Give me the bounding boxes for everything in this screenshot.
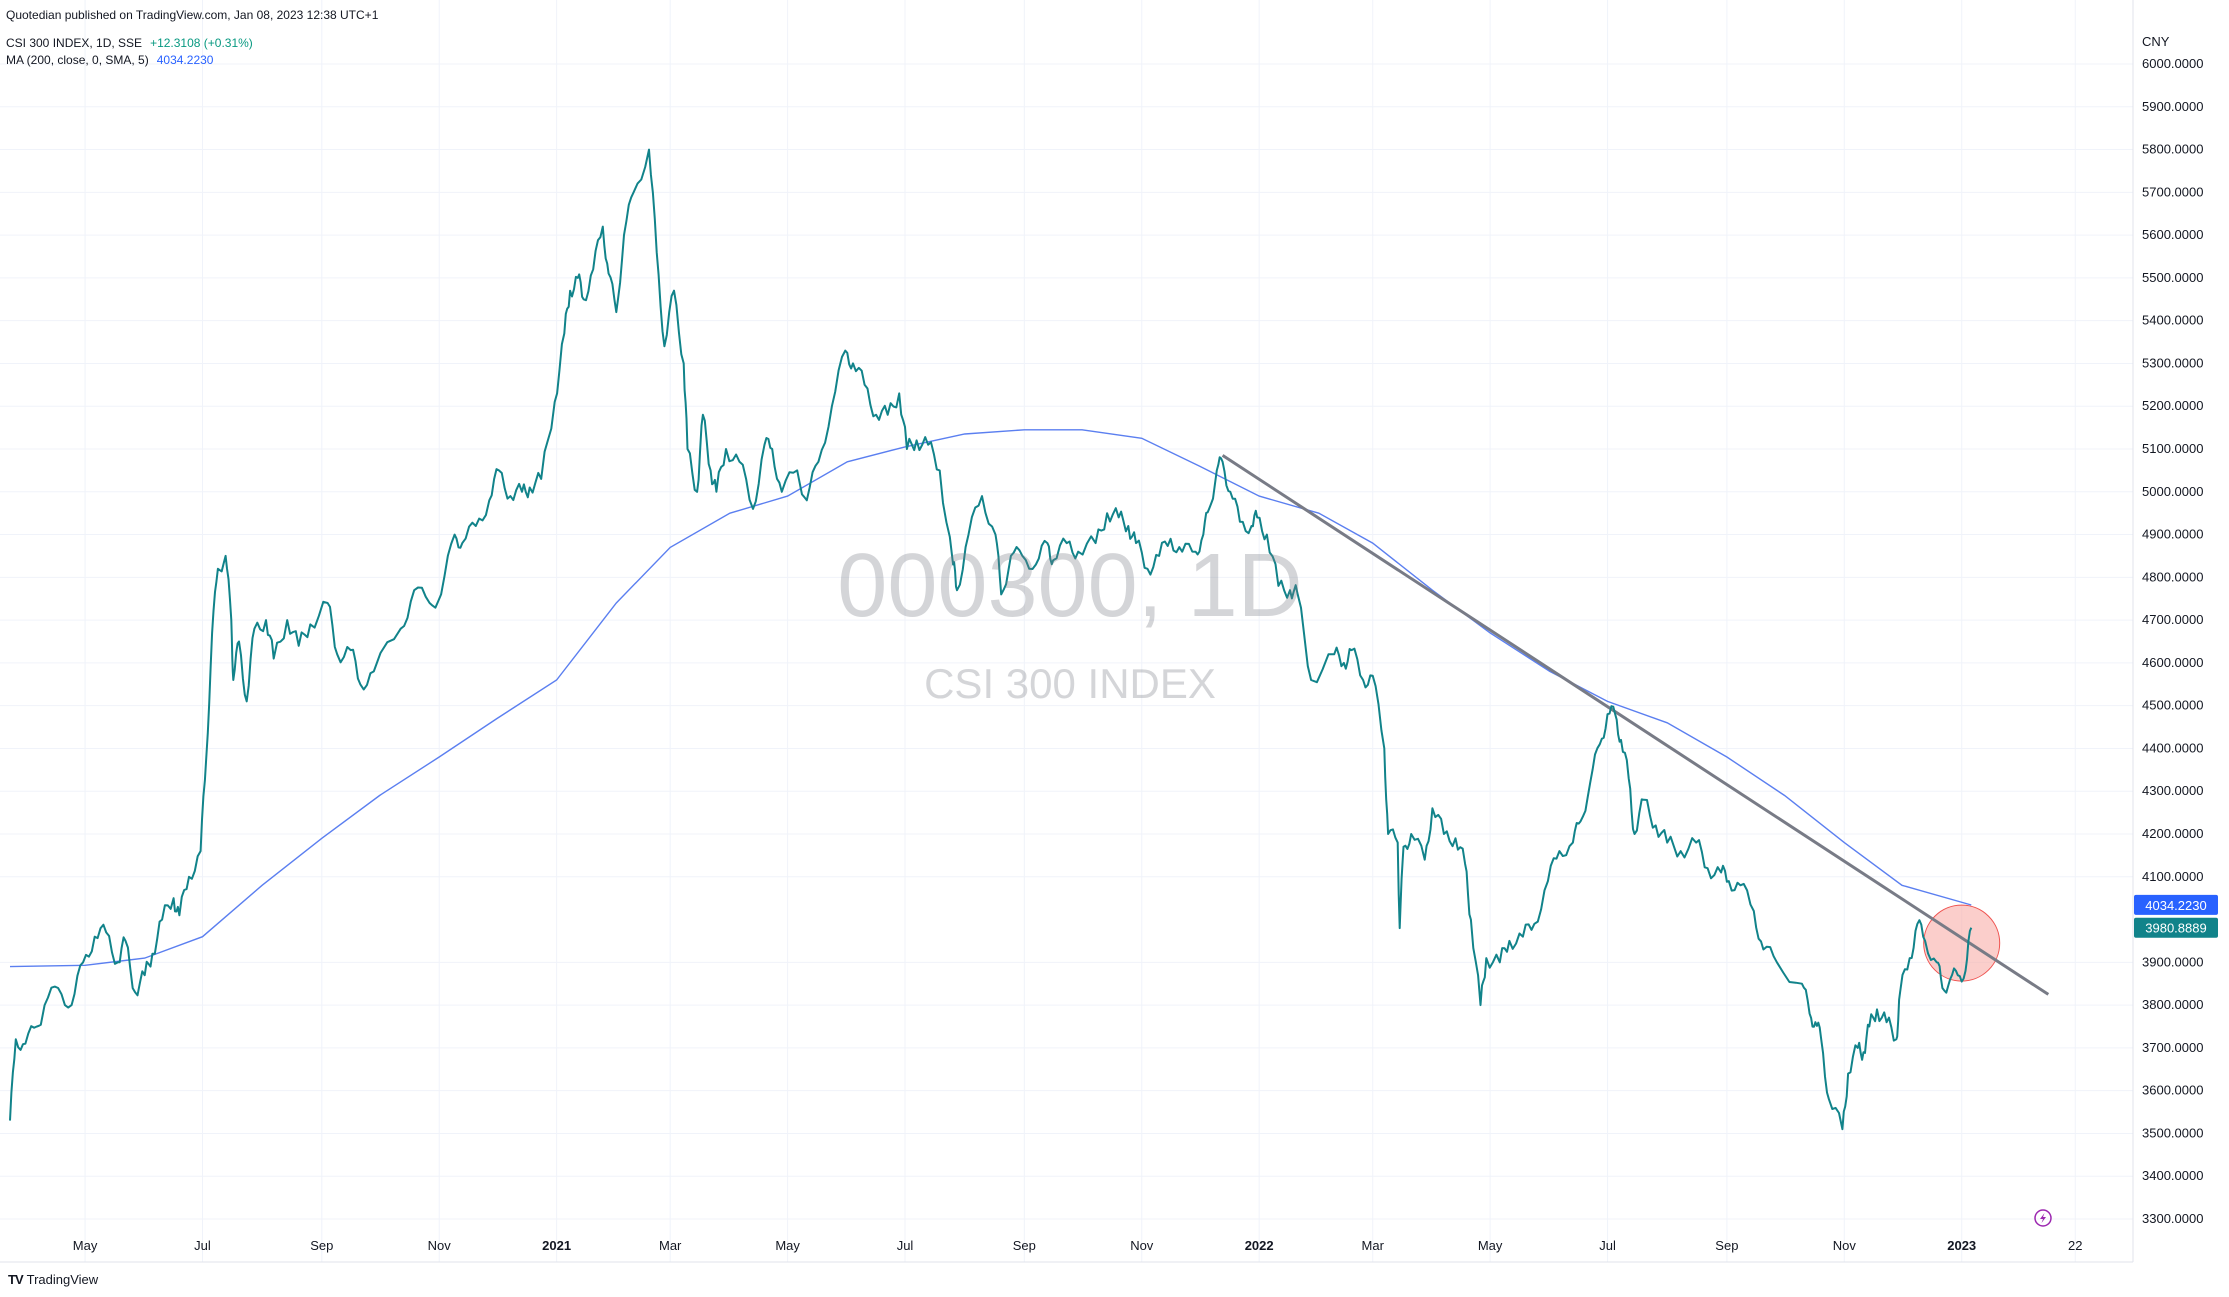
x-tick-label: 2022: [1245, 1238, 1274, 1253]
y-tick-label: 5300.0000: [2142, 355, 2203, 370]
x-tick-label: 22: [2068, 1238, 2082, 1253]
x-tick-label: Jul: [194, 1238, 211, 1253]
x-tick-label: Sep: [1715, 1238, 1738, 1253]
y-tick-label: 5800.0000: [2142, 142, 2203, 157]
y-tick-label: 5400.0000: [2142, 313, 2203, 328]
last-value-label: 3980.8889: [2145, 921, 2206, 936]
price-line: [9, 148, 1973, 1131]
x-tick-label: May: [73, 1238, 98, 1253]
time-axis[interactable]: May Jul Sep Nov 2021 Mar May Jul Sep Nov 2022 Mar Ma…: [73, 1238, 2083, 1253]
trendline: [1221, 454, 2050, 996]
y-tick-label: 4300.0000: [2142, 783, 2203, 798]
ma-value: 4034.2230: [156, 53, 214, 67]
x-tick-label: 2021: [542, 1238, 571, 1253]
footer-brand[interactable]: TV TradingView: [8, 1272, 98, 1287]
x-tick-label: May: [1478, 1238, 1503, 1253]
series-layer: [9, 148, 2050, 1131]
grid-layer: [0, 0, 2133, 1262]
flash-icon[interactable]: [2034, 1209, 2052, 1227]
x-tick-label: Mar: [1362, 1238, 1385, 1253]
y-tick-label: 5000.0000: [2142, 484, 2203, 499]
y-tick-label: 3300.0000: [2142, 1211, 2203, 1226]
x-tick-label: Sep: [1013, 1238, 1036, 1253]
y-tick-label: 5200.0000: [2142, 398, 2203, 413]
x-tick-label: 2023: [1947, 1238, 1976, 1253]
ma-legend[interactable]: MA (200, close, 0, SMA, 5) 4034.2230: [6, 53, 213, 67]
x-tick-label: Nov: [428, 1238, 452, 1253]
tradingview-logo-icon: TV: [8, 1272, 24, 1287]
y-tick-label: 3500.0000: [2142, 1125, 2203, 1140]
last-value-badge: [2134, 894, 2218, 915]
y-tick-label: 6000.0000: [2142, 56, 2203, 71]
x-tick-label: Jul: [1599, 1238, 1616, 1253]
y-tick-label: 5100.0000: [2142, 441, 2203, 456]
x-tick-label: Mar: [659, 1238, 682, 1253]
y-tick-label: 3400.0000: [2142, 1168, 2203, 1183]
y-tick-label: 4500.0000: [2142, 698, 2203, 713]
highlight-circle: [1923, 904, 2001, 982]
y-tick-label: 5700.0000: [2142, 184, 2203, 199]
tradingview-brand: TradingView: [26, 1272, 99, 1287]
price-change: +12.3108 (+0.31%): [150, 36, 253, 50]
watermark-symbol: 000300, 1D: [837, 536, 1303, 636]
x-tick-label: Jul: [897, 1238, 914, 1253]
y-tick-label: 4200.0000: [2142, 826, 2203, 841]
symbol-title: CSI 300 INDEX, 1D, SSE: [6, 36, 143, 50]
x-tick-label: Sep: [310, 1238, 333, 1253]
ma-line: [9, 429, 1972, 968]
x-tick-label: Nov: [1833, 1238, 1857, 1253]
x-tick-label: Nov: [1130, 1238, 1154, 1253]
y-tick-label: 4900.0000: [2142, 527, 2203, 542]
y-tick-label: 4400.0000: [2142, 740, 2203, 755]
currency-label: CNY: [2142, 34, 2170, 49]
x-tick-label: May: [775, 1238, 800, 1253]
publish-info: Quotedian published on TradingView.com, …: [6, 8, 379, 22]
y-tick-label: 3800.0000: [2142, 997, 2203, 1012]
y-tick-label: 3600.0000: [2142, 1083, 2203, 1098]
y-tick-label: 5900.0000: [2142, 99, 2203, 114]
last-value-badge: [2134, 917, 2218, 938]
y-tick-label: 5600.0000: [2142, 227, 2203, 242]
price-axis[interactable]: 6000.0000 5900.0000 5800.0000 5700.0000 5600…: [2134, 56, 2218, 1226]
symbol-legend[interactable]: CSI 300 INDEX, 1D, SSE +12.3108 (+0.31%): [6, 36, 253, 50]
y-tick-label: 4700.0000: [2142, 612, 2203, 627]
y-tick-label: 4800.0000: [2142, 569, 2203, 584]
y-tick-label: 5500.0000: [2142, 270, 2203, 285]
y-tick-label: 3700.0000: [2142, 1040, 2203, 1055]
y-tick-label: 4100.0000: [2142, 869, 2203, 884]
watermark-name: CSI 300 INDEX: [924, 660, 1216, 707]
y-tick-label: 3900.0000: [2142, 954, 2203, 969]
last-value-label: 4034.2230: [2145, 898, 2206, 913]
y-tick-label: 4600.0000: [2142, 655, 2203, 670]
ma-title: MA (200, close, 0, SMA, 5): [6, 53, 149, 67]
